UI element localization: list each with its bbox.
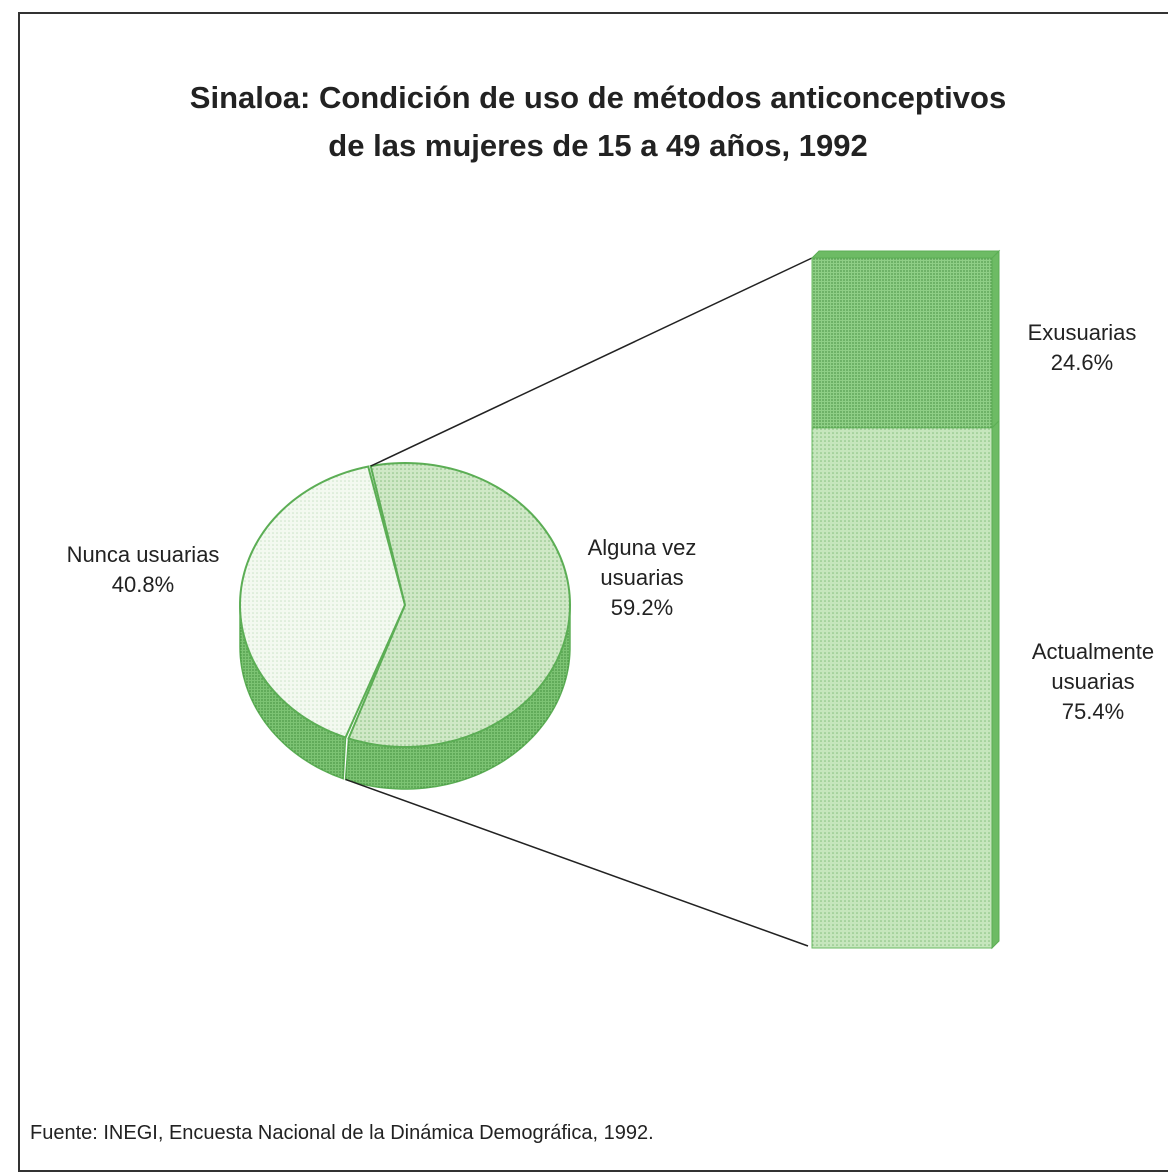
value-label: 40.8% <box>111 572 175 597</box>
data-label: Actualmente usuarias 75.4% <box>1018 637 1168 727</box>
pie-slice-texture <box>348 463 570 747</box>
slice-side-texture <box>345 605 570 789</box>
category-label: Exusuarias <box>1027 320 1137 345</box>
connector-line <box>345 778 809 947</box>
category-label: Actualmente usuarias <box>1031 639 1155 694</box>
pie-slice-texture <box>240 466 405 738</box>
bar-segment-texture <box>812 258 992 428</box>
bar-top <box>810 250 1001 259</box>
value-label: 59.2% <box>610 595 674 620</box>
chart-title: Sinaloa: Condición de uso de métodos ant… <box>190 80 1006 115</box>
data-label: Nunca usuarias 40.8% <box>33 540 253 600</box>
bar-side <box>991 419 1000 950</box>
category-label: Nunca usuarias <box>66 542 220 567</box>
bar-side <box>991 249 1000 429</box>
source-note: Fuente: INEGI, Encuesta Nacional de la D… <box>30 1122 654 1144</box>
connector-line <box>370 257 813 467</box>
value-label: 24.6% <box>1050 350 1114 375</box>
slice-side-texture <box>240 607 346 779</box>
data-label: Alguna vez usuarias 59.2% <box>557 533 727 623</box>
bar-segment-texture <box>812 427 992 948</box>
value-label: 75.4% <box>1061 699 1125 724</box>
chart-title: de las mujeres de 15 a 49 años, 1992 <box>328 128 867 163</box>
category-label: Alguna vez usuarias <box>587 535 697 590</box>
data-label: Exusuarias 24.6% <box>1007 318 1157 378</box>
